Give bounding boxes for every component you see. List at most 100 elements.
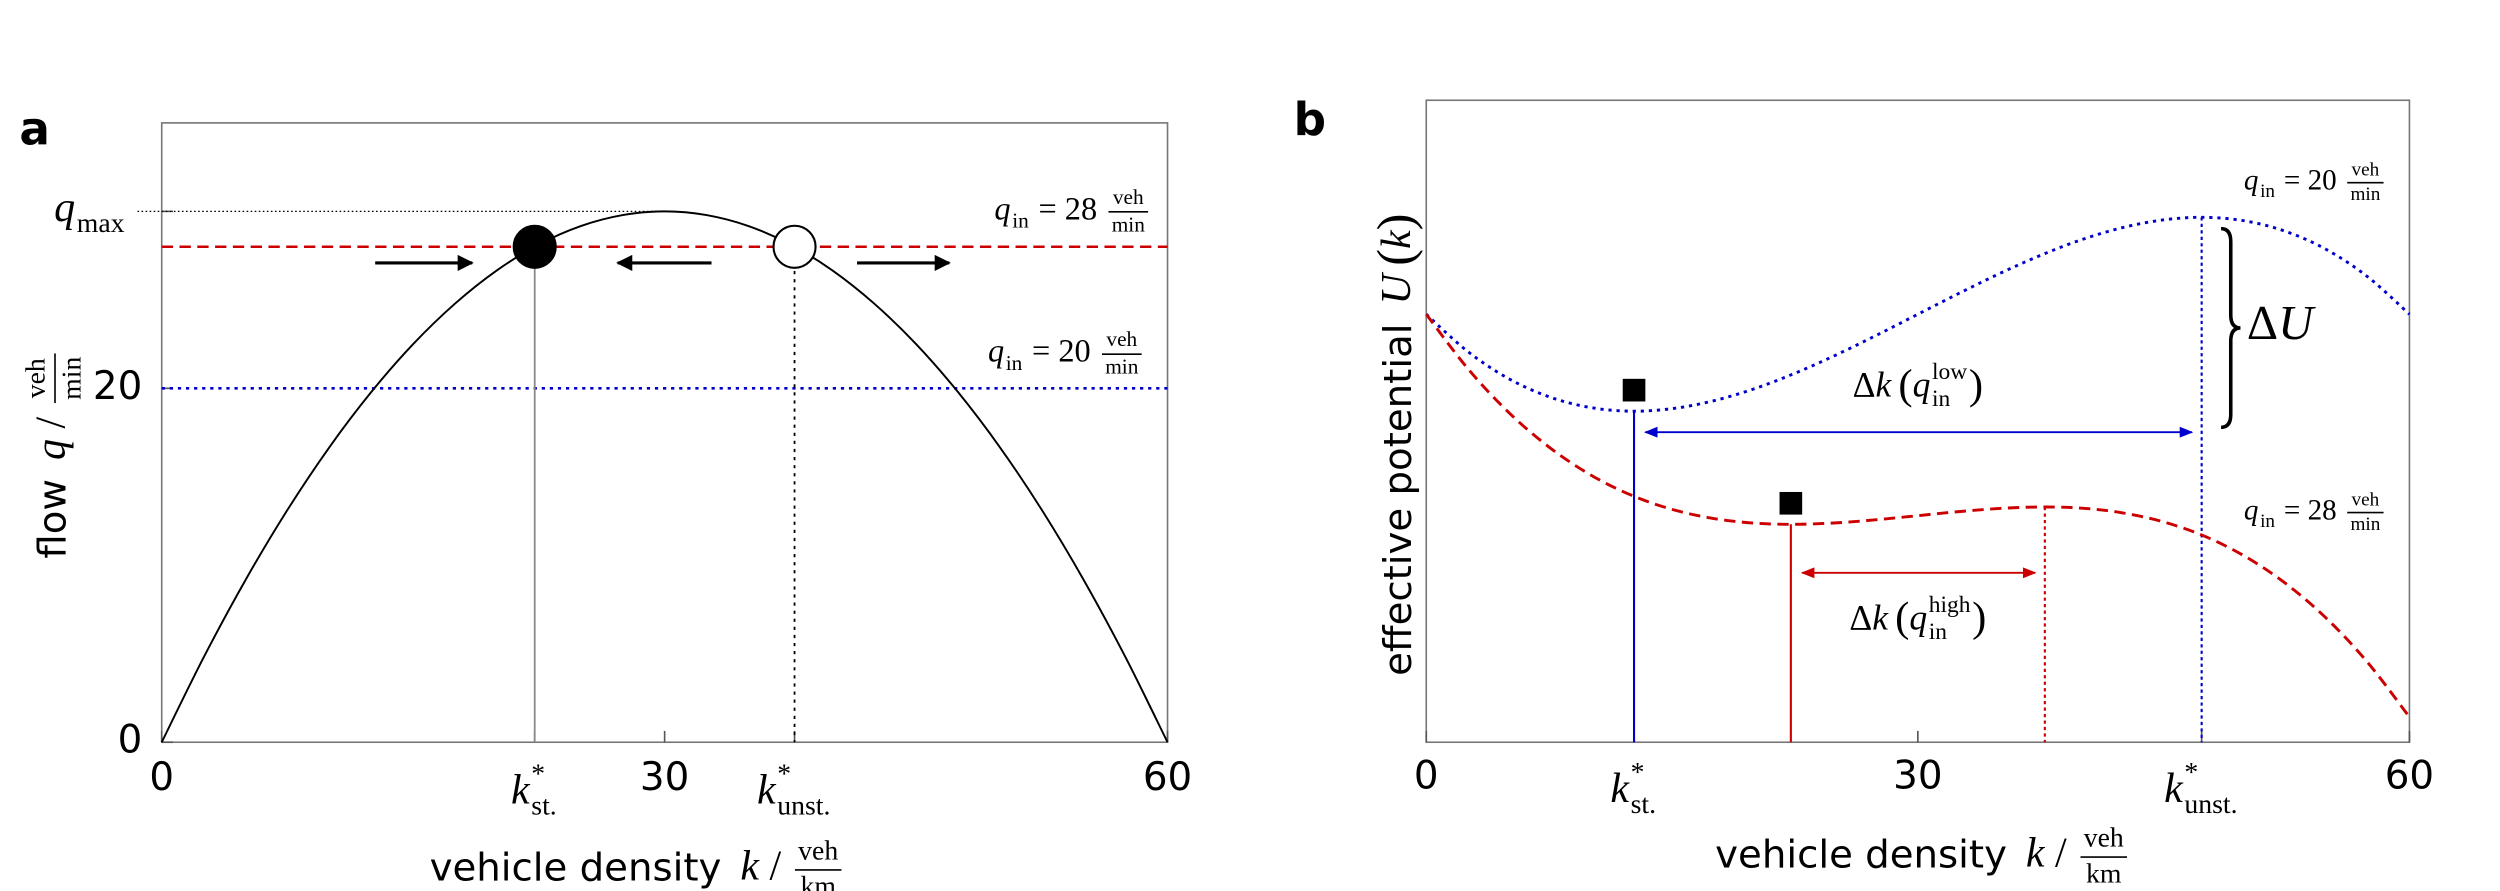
math-slash: / — [29, 416, 75, 428]
math-sub: in — [1932, 386, 1951, 412]
math-label: k *st. — [511, 759, 557, 822]
math-sub: in — [2260, 511, 2275, 532]
fixed-point — [512, 224, 557, 269]
math-label: k *unst. — [2164, 757, 2237, 820]
fraction-numerator: veh — [2084, 823, 2124, 854]
fraction-denominator: min — [2350, 184, 2380, 205]
delta-u-brace — [2220, 226, 2241, 430]
stable-marker — [1622, 378, 1646, 402]
math-symbol: q — [54, 185, 75, 231]
math-sup: low — [1932, 359, 1967, 385]
math-label: q in = 20 veh min — [2244, 159, 2384, 205]
math-label: vehicle density k / veh km — [430, 836, 842, 891]
x-tick-label: 0 — [149, 755, 174, 800]
x-tick-label: 30 — [640, 755, 689, 800]
math-sup: * — [531, 759, 545, 790]
math-symbol: k — [511, 768, 531, 814]
x-tick-label: 60 — [1143, 755, 1192, 800]
y-tick-label: 20 — [93, 364, 142, 409]
math-sub: st. — [1631, 789, 1656, 820]
math-symbol: q — [988, 333, 1004, 369]
math-sub: st. — [531, 791, 556, 822]
math-sub: in — [2260, 181, 2275, 202]
math-relation: = 20 — [2284, 164, 2337, 196]
math-label: vehicle density k / veh km — [1715, 823, 2128, 889]
fraction-denominator: min — [56, 357, 87, 400]
math-symbol: q — [2244, 494, 2259, 526]
fraction-denominator: min — [1105, 355, 1139, 379]
math-symbol: U — [2278, 297, 2316, 350]
math-symbol: q — [29, 439, 75, 460]
math-label: k *st. — [1610, 757, 1656, 820]
fraction-denominator: min — [2350, 514, 2380, 535]
math-label: q in = 20 veh min — [988, 327, 1142, 379]
math-operator: Δ — [1853, 365, 1876, 405]
fraction-denominator: km — [2086, 858, 2122, 889]
math-open: ( — [1367, 249, 1423, 266]
math-label: effective potential U (k) — [1367, 214, 1423, 676]
math-sup: * — [1631, 757, 1645, 788]
math-label: flow q / veh min — [21, 353, 87, 559]
fixed-point — [772, 224, 817, 269]
y-tick-label: 0 — [118, 718, 143, 763]
math-sub: in — [1929, 619, 1948, 645]
math-symbol: U — [1374, 272, 1420, 305]
math-symbol: k — [757, 768, 777, 814]
fraction-numerator: veh — [1106, 327, 1137, 351]
curve — [160, 210, 1169, 743]
math-label: k *unst. — [757, 759, 830, 822]
math-sup: * — [777, 759, 791, 790]
math-symbol: q — [1913, 365, 1931, 405]
math-open: ( — [1895, 594, 1909, 641]
math-text: flow — [30, 479, 75, 559]
math-label: q in = 28 veh min — [994, 185, 1149, 236]
math-label: q in = 28 veh min — [2244, 489, 2384, 535]
math-sub: unst. — [2184, 789, 2237, 820]
math-sub: in — [1012, 209, 1029, 233]
math-sup: high — [1929, 592, 1971, 618]
math-relation: = 28 — [1038, 190, 1097, 226]
math-close: ) — [1367, 214, 1423, 231]
math-symbol: q — [1909, 597, 1927, 637]
fraction-numerator: veh — [1113, 185, 1144, 209]
math-slash: / — [2055, 831, 2067, 877]
math-symbol: k — [2026, 831, 2046, 877]
x-tick-label: 60 — [2385, 753, 2434, 798]
math-slash: / — [770, 844, 782, 890]
math-text: vehicle density — [1715, 833, 2007, 878]
math-symbol: k — [1610, 766, 1630, 812]
math-relation: = 28 — [2284, 494, 2337, 526]
math-open: ( — [1898, 361, 1912, 408]
math-operator: Δ — [2247, 297, 2278, 350]
x-tick-label: 0 — [1414, 753, 1439, 798]
fraction-numerator: veh — [798, 836, 838, 867]
math-symbol: k — [2164, 766, 2184, 812]
math-symbol: k — [1875, 365, 1892, 405]
math-close: ) — [1969, 361, 1983, 408]
math-text: effective potential — [1376, 323, 1421, 675]
math-operator: Δ — [1849, 597, 1872, 637]
fraction-denominator: km — [800, 871, 836, 891]
math-symbol: q — [2244, 164, 2259, 196]
math-close: ) — [1972, 594, 1986, 641]
math-relation: = 20 — [1032, 333, 1091, 369]
fraction-numerator: veh — [21, 358, 52, 398]
panel-letter: a — [19, 103, 50, 156]
math-label: q max — [54, 185, 125, 239]
math-text: vehicle density — [430, 845, 722, 890]
fraction-numerator: veh — [2352, 489, 2380, 510]
math-symbol: k — [740, 844, 760, 890]
fraction-numerator: veh — [2352, 159, 2380, 180]
stable-marker — [1779, 491, 1803, 515]
math-sub: in — [1006, 351, 1023, 375]
math-symbol: k — [1374, 229, 1420, 249]
math-symbol: q — [994, 190, 1010, 226]
math-sup: * — [2184, 757, 2198, 788]
math-sub: max — [77, 208, 125, 239]
math-symbol: k — [1872, 597, 1889, 637]
